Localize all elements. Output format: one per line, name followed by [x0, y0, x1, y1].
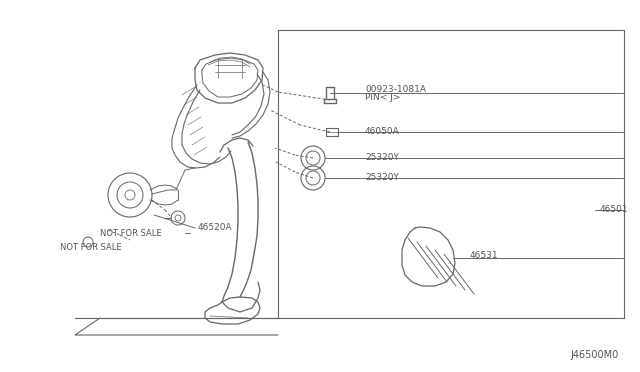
Text: 00923-1081A: 00923-1081A — [365, 84, 426, 93]
Text: NOT FOR SALE: NOT FOR SALE — [60, 244, 122, 253]
Text: 46520A: 46520A — [198, 224, 232, 232]
Text: 25320Y: 25320Y — [365, 154, 399, 163]
Text: 46531: 46531 — [470, 250, 499, 260]
Text: PIN< J>: PIN< J> — [365, 93, 401, 103]
Text: J46500M0: J46500M0 — [570, 350, 618, 360]
Text: NOT FOR SALE: NOT FOR SALE — [100, 228, 162, 237]
Text: 46501: 46501 — [600, 205, 628, 215]
Text: 25320Y: 25320Y — [365, 173, 399, 183]
Text: 46050A: 46050A — [365, 128, 400, 137]
